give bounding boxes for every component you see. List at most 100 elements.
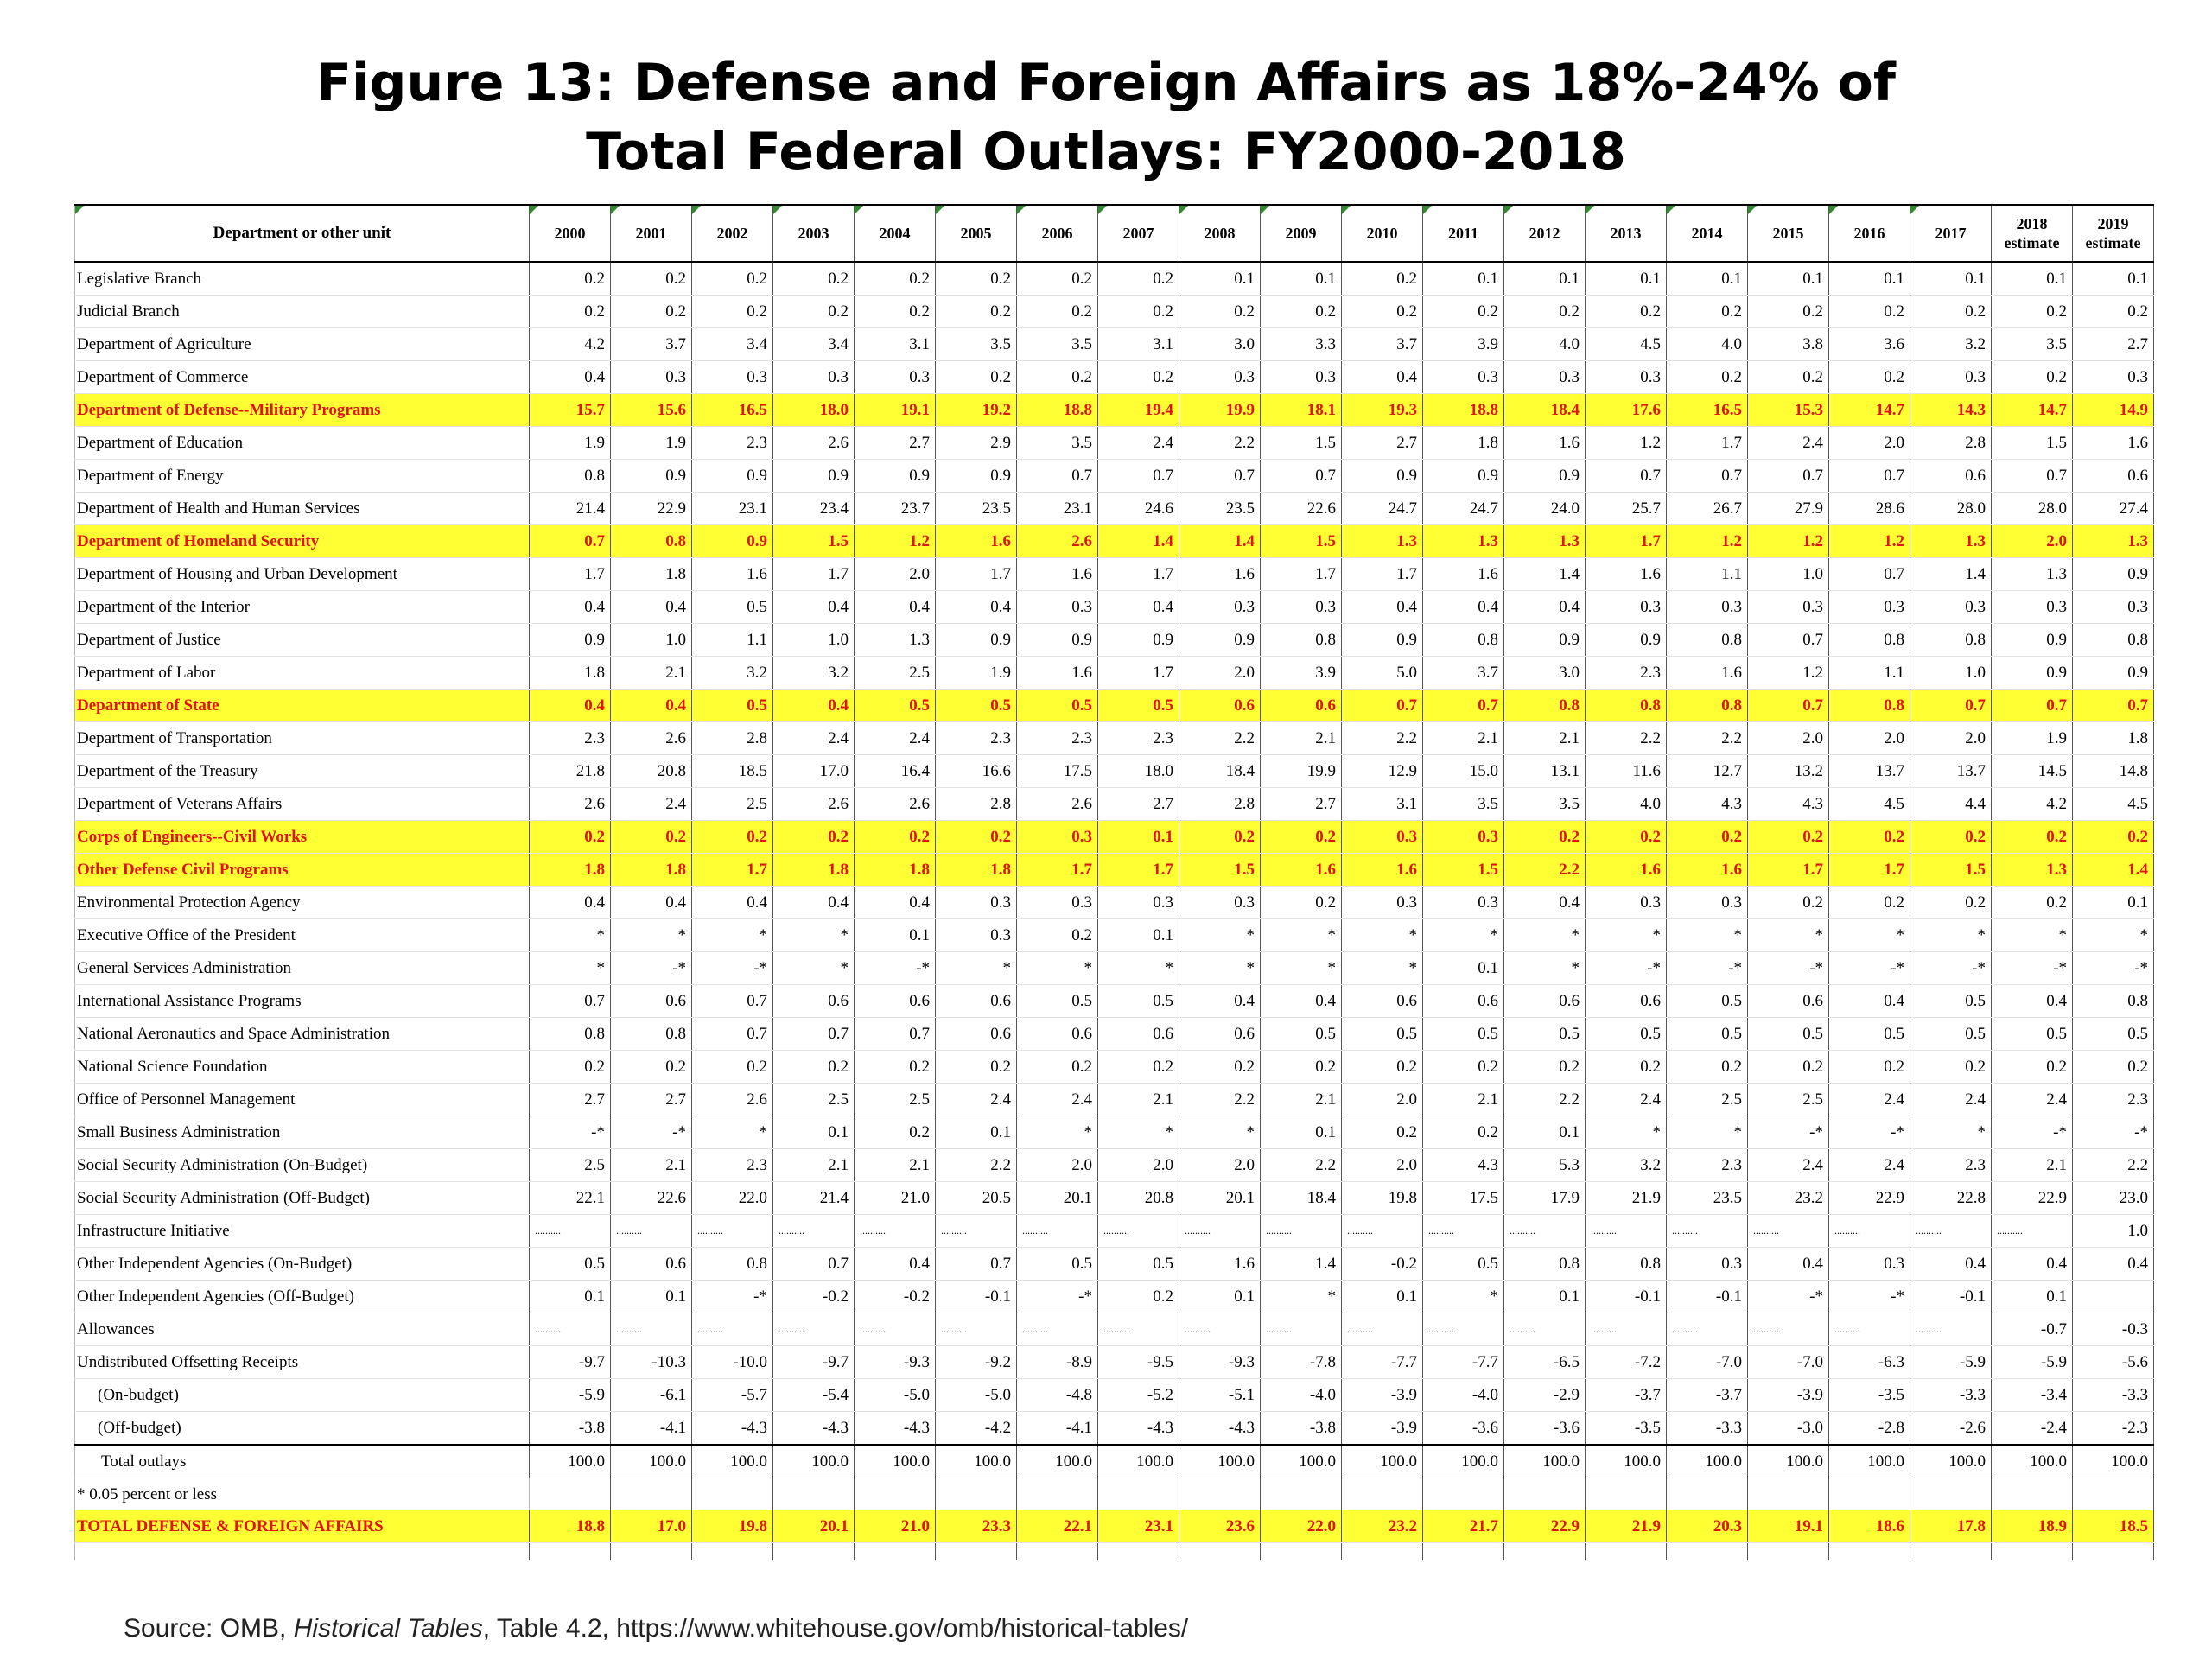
row-value: -9.5 [1097, 1345, 1179, 1379]
row-value: 0.7 [1747, 689, 1829, 722]
row-value: * [1585, 918, 1667, 952]
row-value: 0.9 [772, 459, 855, 493]
grand-total-row: TOTAL DEFENSE & FOREIGN AFFAIRS 18.8 17.0 1… [74, 1510, 2154, 1543]
row-value: 19.1 [1747, 1510, 1829, 1543]
row-label: Department of Health and Human Services [74, 492, 530, 525]
row-value: 0.1 [1503, 1116, 1586, 1149]
row-value: 0.1 [1422, 951, 1504, 985]
row-value: 3.1 [1341, 787, 1423, 821]
row-value: 23.5 [935, 492, 1017, 525]
table-row: Department of the Interior 0.4 0.4 0.5 0.4 0.… [74, 590, 2154, 624]
row-value: 0.9 [1585, 623, 1667, 657]
row-value: * [691, 918, 773, 952]
row-value: 0.1 [854, 918, 936, 952]
row-value: 18.4 [1503, 393, 1586, 427]
row-value: 0.1 [1260, 262, 1342, 296]
row-value: -4.2 [935, 1411, 1017, 1446]
row-value: -5.4 [772, 1378, 855, 1412]
empty-cell [935, 1478, 1017, 1510]
row-value: 0.2 [1991, 886, 2073, 919]
empty-cell [1097, 1542, 1179, 1560]
empty-cell [1585, 1542, 1667, 1560]
row-value: 0.5 [1097, 1247, 1179, 1281]
row-value: .......... [1585, 1313, 1667, 1346]
row-value: .......... [1747, 1313, 1829, 1346]
row-value: 1.8 [610, 853, 692, 887]
row-value: 0.7 [1179, 459, 1261, 493]
row-value: 2.6 [1016, 787, 1098, 821]
row-value: .......... [1828, 1313, 1910, 1346]
table-row: (On-budget) -5.9 -6.1 -5.7 -5.4 -5.0 -5.0 -4.8-… [74, 1378, 2154, 1412]
row-value: .......... [1260, 1313, 1342, 1346]
row-value: 2.4 [935, 1083, 1017, 1116]
row-value: * [1747, 918, 1829, 952]
row-value: 2.1 [1503, 721, 1586, 755]
empty-cell [610, 1542, 692, 1560]
row-value: 0.2 [1666, 360, 1748, 394]
row-value: -* [610, 951, 692, 985]
row-value: 0.5 [1991, 1017, 2073, 1051]
row-label: Allowances [74, 1313, 530, 1346]
row-value: 0.7 [529, 984, 611, 1018]
table-row: International Assistance Programs 0.7 0.6 0… [74, 984, 2154, 1018]
row-value: 18.8 [529, 1510, 611, 1543]
row-value: 3.0 [1179, 327, 1261, 361]
row-value: .......... [1503, 1214, 1586, 1248]
row-value: 19.9 [1179, 393, 1261, 427]
row-value: 0.7 [1341, 689, 1423, 722]
row-value: 15.7 [529, 393, 611, 427]
row-label: Social Security Administration (Off-Budg… [74, 1181, 530, 1215]
row-value: 14.5 [1991, 754, 2073, 788]
row-label: (Off-budget) [74, 1411, 530, 1446]
row-value: 0.2 [1097, 360, 1179, 394]
row-value: 3.5 [1991, 327, 2073, 361]
row-value: 21.7 [1422, 1510, 1504, 1543]
row-value: 2.6 [1016, 524, 1098, 558]
row-value: 0.2 [1260, 1050, 1342, 1084]
row-value: -0.1 [1585, 1280, 1667, 1313]
row-value: -3.0 [1747, 1411, 1829, 1446]
row-value: 0.2 [1910, 295, 1992, 328]
row-label: Undistributed Offsetting Receipts [74, 1345, 530, 1379]
row-value: 1.3 [854, 623, 936, 657]
row-value: 2.1 [610, 1148, 692, 1182]
row-value: 0.2 [1747, 1050, 1829, 1084]
row-value: -2.6 [1910, 1411, 1992, 1446]
row-value: 0.7 [1585, 459, 1667, 493]
row-value: 0.8 [1422, 623, 1504, 657]
row-value: 4.2 [1991, 787, 2073, 821]
row-value: 0.2 [854, 295, 936, 328]
row-value: 1.7 [1097, 853, 1179, 887]
row-value: 0.2 [610, 262, 692, 296]
row-value: 1.6 [1260, 853, 1342, 887]
row-value: 23.4 [772, 492, 855, 525]
row-value: 1.7 [529, 557, 611, 591]
row-value: 0.4 [854, 1247, 936, 1281]
row-value: .......... [1666, 1214, 1748, 1248]
row-value: 18.5 [691, 754, 773, 788]
row-value: 0.3 [1422, 360, 1504, 394]
row-value: 23.2 [1747, 1181, 1829, 1215]
row-value: 28.0 [1991, 492, 2073, 525]
row-value: 0.8 [610, 1017, 692, 1051]
row-value: 3.3 [1260, 327, 1342, 361]
row-value: 0.8 [1585, 1247, 1667, 1281]
row-value: 22.8 [1910, 1181, 1992, 1215]
row-value: 2.2 [1503, 853, 1586, 887]
row-value: 0.2 [1747, 360, 1829, 394]
row-value: -4.0 [1422, 1378, 1504, 1412]
row-value: 13.1 [1503, 754, 1586, 788]
row-value: -7.0 [1666, 1345, 1748, 1379]
row-value: 0.3 [1828, 590, 1910, 624]
row-value: 1.7 [1016, 853, 1098, 887]
row-value: 2.5 [691, 787, 773, 821]
row-value: -7.0 [1747, 1345, 1829, 1379]
row-value: -3.8 [1260, 1411, 1342, 1446]
row-value: -4.1 [610, 1411, 692, 1446]
row-value: -5.9 [1991, 1345, 2073, 1379]
row-value: 0.6 [1016, 1017, 1098, 1051]
row-value: 3.4 [772, 327, 855, 361]
row-value: 2.3 [935, 721, 1017, 755]
row-value: 1.6 [1341, 853, 1423, 887]
row-value: 20.1 [772, 1510, 855, 1543]
